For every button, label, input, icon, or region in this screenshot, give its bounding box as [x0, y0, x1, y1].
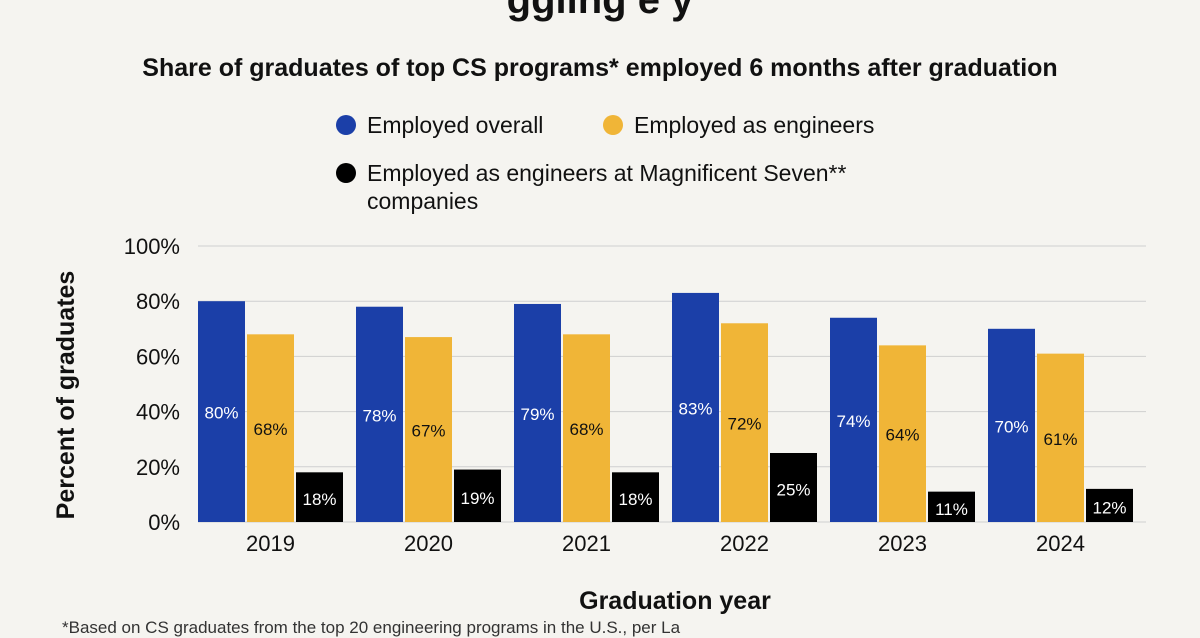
y-tick-label: 60%	[136, 344, 180, 369]
partial-headline: ggling e y	[506, 0, 694, 22]
y-tick-label: 20%	[136, 455, 180, 480]
data-label: 74%	[836, 412, 870, 431]
bar-employed-engineers	[879, 345, 926, 522]
legend-item-employed-mag7: Employed as engineers at Magnificent Sev…	[336, 159, 916, 215]
data-label: 72%	[727, 415, 761, 434]
y-tick-label: 100%	[124, 234, 180, 259]
bar-employed-engineers	[247, 334, 294, 522]
x-tick-label: 2022	[720, 531, 769, 556]
bar-employed-overall	[672, 292, 719, 522]
bar-employed-engineers	[1037, 353, 1084, 522]
data-label: 25%	[776, 481, 810, 500]
legend-label: Employed as engineers at Magnificent Sev…	[367, 160, 847, 214]
bar-employed-mag7	[770, 453, 817, 522]
x-tick-label: 2024	[1036, 531, 1085, 556]
x-tick-label: 2020	[404, 531, 453, 556]
bar-employed-engineers	[405, 337, 452, 522]
data-label: 79%	[520, 405, 554, 424]
data-label: 67%	[411, 422, 445, 441]
data-label: 18%	[618, 490, 652, 509]
x-tick-label: 2021	[562, 531, 611, 556]
data-label: 70%	[994, 417, 1028, 436]
bar-employed-overall	[356, 306, 403, 522]
legend-item-employed-overall: Employed overall	[336, 111, 543, 139]
data-label: 19%	[460, 489, 494, 508]
y-tick-label: 40%	[136, 400, 180, 425]
data-label: 80%	[204, 404, 238, 423]
bar-employed-engineers	[721, 323, 768, 522]
bar-employed-overall	[514, 303, 561, 522]
x-tick-label: 2019	[246, 531, 295, 556]
chart-title: Share of graduates of top CS programs* e…	[142, 54, 1058, 82]
y-tick-label: 80%	[136, 289, 180, 314]
y-tick-label: 0%	[148, 510, 180, 535]
x-tick-label: 2023	[878, 531, 927, 556]
bar-employed-mag7	[612, 472, 659, 522]
y-axis-title: Percent of graduates	[52, 271, 80, 520]
data-label: 61%	[1043, 430, 1077, 449]
data-label: 78%	[362, 406, 396, 425]
bar-employed-mag7	[454, 469, 501, 522]
legend-dot-blue	[336, 115, 356, 135]
legend-dot-yellow	[603, 115, 623, 135]
legend-dot-black	[336, 163, 356, 183]
data-label: 12%	[1092, 498, 1126, 517]
footnote: *Based on CS graduates from the top 20 e…	[62, 618, 681, 637]
legend-label: Employed as engineers	[634, 112, 875, 138]
bar-employed-overall	[830, 317, 877, 522]
data-label: 68%	[253, 420, 287, 439]
data-label: 83%	[678, 399, 712, 418]
data-label: 68%	[569, 420, 603, 439]
data-label: 18%	[302, 490, 336, 509]
legend-label: Employed overall	[367, 112, 544, 138]
bar-employed-mag7	[296, 472, 343, 522]
bar-employed-mag7	[928, 491, 975, 522]
bar-employed-overall	[198, 301, 245, 522]
legend-item-employed-engineers: Employed as engineers	[603, 111, 874, 139]
bar-employed-overall	[988, 328, 1035, 522]
data-label: 64%	[885, 426, 919, 445]
bar-employed-engineers	[563, 334, 610, 522]
bar-employed-mag7	[1086, 488, 1133, 522]
x-axis-title: Graduation year	[579, 587, 771, 615]
data-label: 11%	[935, 500, 968, 519]
